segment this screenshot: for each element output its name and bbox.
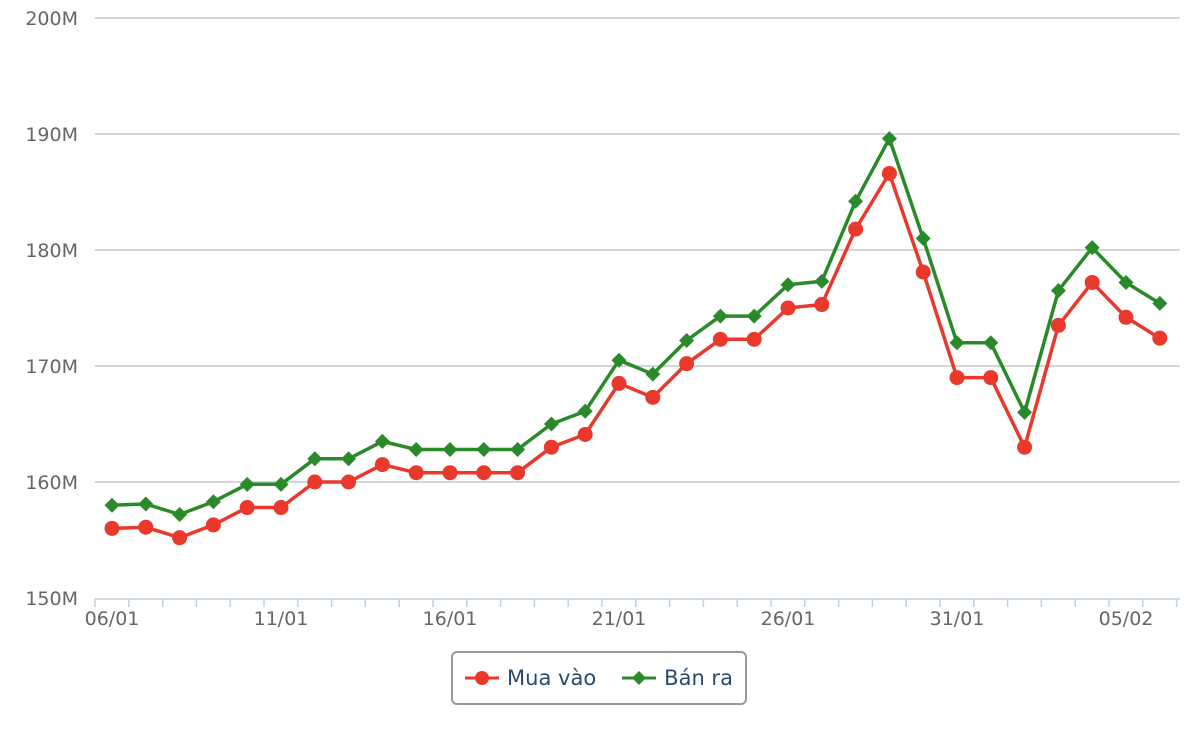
data-point[interactable] [239, 500, 255, 516]
data-point[interactable] [577, 426, 593, 442]
x-tick-label: 16/01 [423, 608, 478, 630]
y-tick-label: 200M [25, 8, 78, 30]
series-group [104, 131, 1168, 546]
legend-label-mua-vao: Mua vào [507, 666, 597, 690]
data-point[interactable] [543, 416, 559, 432]
x-axis-labels: 06/01 11/01 16/01 21/01 26/01 31/01 05/02 [85, 608, 1154, 630]
data-point[interactable] [712, 308, 728, 324]
data-point[interactable] [1118, 274, 1134, 290]
data-point[interactable] [476, 465, 492, 481]
data-point[interactable] [915, 264, 931, 280]
data-point[interactable] [239, 476, 255, 492]
series-line [111, 136, 1161, 517]
legend-item-ban-ra[interactable]: Bán ra [622, 666, 733, 690]
data-point[interactable] [341, 451, 357, 467]
data-point[interactable] [374, 457, 390, 473]
data-point[interactable] [341, 474, 357, 490]
y-tick-label: 180M [25, 240, 78, 262]
x-axis [94, 598, 1180, 607]
data-point[interactable] [1152, 330, 1168, 346]
circle-marker-icon [465, 671, 500, 685]
data-point[interactable] [104, 520, 120, 536]
x-tick-label: 11/01 [254, 608, 309, 630]
y-tick-label: 190M [25, 124, 78, 146]
legend-label-ban-ra: Bán ra [664, 666, 733, 690]
data-point[interactable] [1050, 283, 1066, 299]
line-chart: 150M 160M 170M 180M 190M 200M 06/01 11/01 16/01… [25, 8, 1180, 630]
x-tick-label: 21/01 [592, 608, 647, 630]
data-point[interactable] [273, 500, 289, 516]
data-point[interactable] [205, 517, 221, 533]
data-point[interactable] [307, 474, 323, 490]
data-point[interactable] [1084, 240, 1100, 256]
data-point[interactable] [577, 403, 593, 419]
data-point[interactable] [408, 442, 424, 458]
data-point[interactable] [746, 331, 762, 347]
data-point[interactable] [104, 497, 120, 513]
data-point[interactable] [983, 335, 999, 351]
data-point[interactable] [138, 496, 154, 512]
series-mua-vao [104, 165, 1168, 546]
y-tick-label: 150M [25, 588, 78, 610]
data-point[interactable] [611, 352, 627, 368]
data-point[interactable] [949, 335, 965, 351]
data-point[interactable] [949, 370, 965, 386]
data-point[interactable] [205, 494, 221, 510]
data-point[interactable] [172, 506, 188, 522]
data-point[interactable] [848, 193, 864, 209]
data-point[interactable] [848, 221, 864, 237]
data-point[interactable] [983, 370, 999, 386]
data-point[interactable] [172, 530, 188, 546]
data-point[interactable] [881, 131, 897, 147]
data-point[interactable] [1017, 439, 1033, 455]
data-point[interactable] [408, 465, 424, 481]
y-axis-labels: 150M 160M 170M 180M 190M 200M [25, 8, 78, 610]
data-point[interactable] [1118, 309, 1134, 325]
data-point[interactable] [611, 375, 627, 391]
data-point[interactable] [881, 165, 897, 181]
grid-lines [95, 17, 1180, 483]
data-point[interactable] [543, 439, 559, 455]
data-point[interactable] [1050, 317, 1066, 333]
legend-item-mua-vao[interactable]: Mua vào [465, 666, 596, 690]
data-point[interactable] [307, 451, 323, 467]
x-tick-label: 05/02 [1099, 608, 1154, 630]
data-point[interactable] [374, 433, 390, 449]
data-point[interactable] [679, 332, 695, 348]
legend: Mua vào Bán ra [451, 651, 747, 705]
y-tick-label: 160M [25, 472, 78, 494]
series-ban-ra [104, 131, 1168, 522]
data-point[interactable] [1017, 404, 1033, 420]
data-point[interactable] [273, 476, 289, 492]
x-tick-label: 31/01 [930, 608, 985, 630]
x-tick-label: 26/01 [761, 608, 816, 630]
data-point[interactable] [510, 465, 526, 481]
data-point[interactable] [712, 331, 728, 347]
data-point[interactable] [814, 273, 830, 289]
data-point[interactable] [780, 277, 796, 293]
diamond-marker-icon [622, 671, 657, 685]
data-point[interactable] [645, 389, 661, 405]
data-point[interactable] [679, 356, 695, 372]
data-point[interactable] [645, 366, 661, 382]
data-point[interactable] [442, 442, 458, 458]
data-point[interactable] [746, 308, 762, 324]
data-point[interactable] [510, 442, 526, 458]
data-point[interactable] [814, 297, 830, 313]
data-point[interactable] [915, 230, 931, 246]
x-tick-label: 06/01 [85, 608, 140, 630]
y-tick-label: 170M [25, 356, 78, 378]
data-point[interactable] [138, 519, 154, 535]
data-point[interactable] [442, 465, 458, 481]
data-point[interactable] [1152, 295, 1168, 311]
data-point[interactable] [1084, 274, 1100, 290]
data-point[interactable] [780, 300, 796, 316]
data-point[interactable] [476, 442, 492, 458]
